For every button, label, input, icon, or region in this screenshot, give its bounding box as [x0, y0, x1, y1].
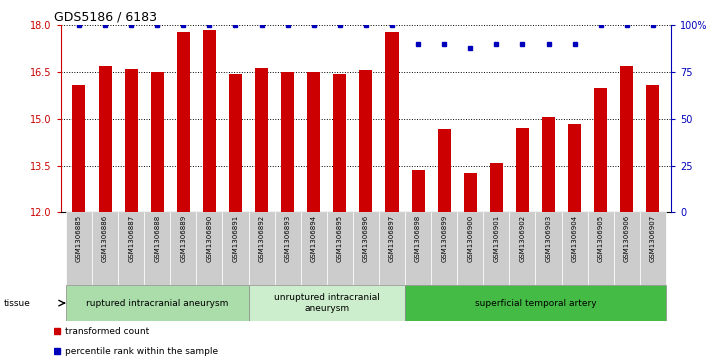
Text: GDS5186 / 6183: GDS5186 / 6183	[54, 11, 156, 24]
Bar	[223, 212, 248, 285]
Bar	[405, 285, 666, 321]
Text: GSM1306897: GSM1306897	[389, 215, 395, 262]
Bar	[562, 212, 588, 285]
Text: superficial temporal artery: superficial temporal artery	[475, 299, 596, 307]
Text: GSM1306903: GSM1306903	[545, 215, 551, 262]
Bar	[640, 212, 666, 285]
Bar	[509, 212, 536, 285]
Bar	[196, 212, 223, 285]
Bar	[307, 72, 321, 212]
Text: GSM1306905: GSM1306905	[598, 215, 604, 262]
Bar	[333, 74, 346, 212]
Bar	[275, 212, 301, 285]
Bar	[457, 212, 483, 285]
Bar	[568, 125, 581, 212]
Bar	[464, 174, 477, 212]
Text: GSM1306900: GSM1306900	[467, 215, 473, 262]
Text: GSM1306906: GSM1306906	[624, 215, 630, 262]
Text: GSM1306892: GSM1306892	[258, 215, 265, 262]
Bar	[327, 212, 353, 285]
Bar	[359, 70, 373, 212]
Bar	[281, 72, 294, 212]
Bar	[405, 212, 431, 285]
Bar	[594, 88, 607, 212]
Text: percentile rank within the sample: percentile rank within the sample	[64, 347, 218, 356]
Text: GSM1306899: GSM1306899	[441, 215, 447, 262]
Bar	[72, 85, 86, 212]
Bar	[170, 212, 196, 285]
Bar	[125, 69, 138, 212]
Text: GSM1306894: GSM1306894	[311, 215, 317, 262]
Text: GSM1306895: GSM1306895	[337, 215, 343, 262]
Bar	[301, 212, 327, 285]
Bar	[542, 117, 555, 212]
Bar	[379, 212, 405, 285]
Bar	[151, 72, 164, 212]
Bar	[255, 68, 268, 212]
Bar	[490, 163, 503, 212]
Text: GSM1306889: GSM1306889	[181, 215, 186, 262]
Bar	[99, 66, 111, 212]
Text: unruptured intracranial
aneurysm: unruptured intracranial aneurysm	[274, 293, 380, 313]
Bar	[229, 74, 242, 212]
Bar	[411, 170, 425, 212]
Text: GSM1306888: GSM1306888	[154, 215, 160, 262]
Text: GSM1306891: GSM1306891	[233, 215, 238, 262]
Bar	[203, 30, 216, 212]
Text: GSM1306904: GSM1306904	[572, 215, 578, 262]
Text: GSM1306898: GSM1306898	[415, 215, 421, 262]
Bar	[431, 212, 457, 285]
Bar	[438, 129, 451, 212]
Text: GSM1306896: GSM1306896	[363, 215, 369, 262]
Text: GSM1306886: GSM1306886	[102, 215, 108, 262]
Text: GSM1306907: GSM1306907	[650, 215, 656, 262]
Text: tissue: tissue	[4, 299, 31, 307]
Bar	[66, 212, 92, 285]
Bar	[66, 285, 248, 321]
Text: transformed count: transformed count	[64, 327, 149, 336]
Bar	[588, 212, 614, 285]
Text: GSM1306901: GSM1306901	[493, 215, 499, 262]
Bar	[248, 285, 405, 321]
Text: ruptured intracranial aneurysm: ruptured intracranial aneurysm	[86, 299, 228, 307]
Bar	[614, 212, 640, 285]
Text: GSM1306887: GSM1306887	[128, 215, 134, 262]
Bar	[536, 212, 562, 285]
Bar	[516, 128, 529, 212]
Bar	[646, 85, 660, 212]
Text: GSM1306885: GSM1306885	[76, 215, 82, 262]
Bar	[144, 212, 170, 285]
Text: GSM1306902: GSM1306902	[520, 215, 526, 262]
Bar	[177, 32, 190, 212]
Bar	[353, 212, 379, 285]
Bar	[118, 212, 144, 285]
Bar	[92, 212, 118, 285]
Bar	[248, 212, 275, 285]
Bar	[620, 66, 633, 212]
Text: GSM1306890: GSM1306890	[206, 215, 212, 262]
Bar	[386, 32, 398, 212]
Bar	[483, 212, 509, 285]
Text: GSM1306893: GSM1306893	[285, 215, 291, 262]
